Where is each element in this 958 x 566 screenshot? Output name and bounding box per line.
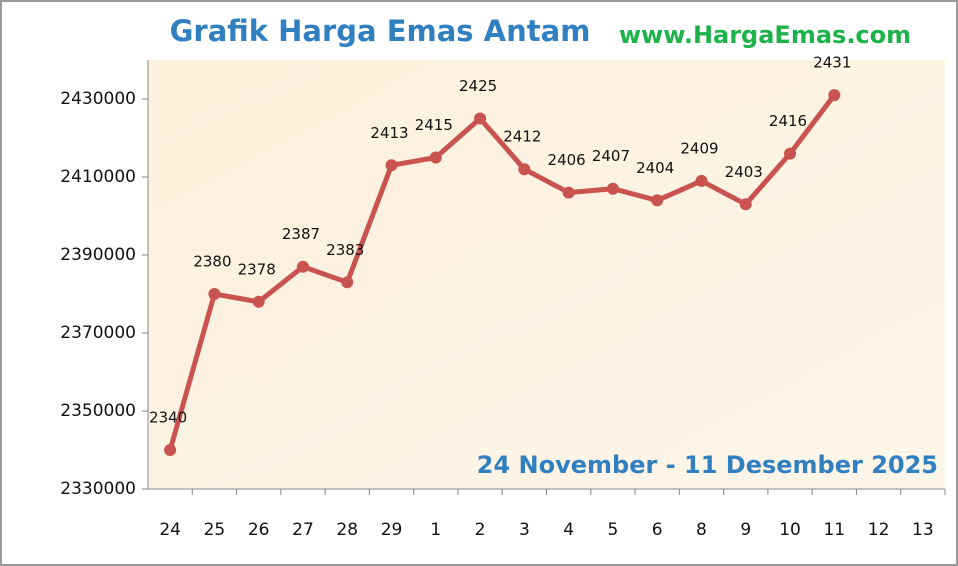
data-label: 2403: [725, 163, 763, 181]
data-label: 2407: [592, 147, 630, 165]
x-tick-label: 1: [430, 520, 441, 540]
data-label: 2409: [680, 139, 718, 157]
y-tick-label: 2350000: [60, 401, 136, 421]
x-tick-label: 27: [292, 520, 314, 540]
x-tick-label: 9: [740, 520, 751, 540]
data-point: [739, 198, 752, 211]
x-tick-label: 6: [652, 520, 663, 540]
x-tick-label: 3: [519, 520, 530, 540]
x-tick-label: 5: [608, 520, 619, 540]
chart-subtitle: 24 November - 11 Desember 2025: [477, 451, 938, 479]
data-label: 2387: [282, 225, 320, 243]
data-point: [296, 260, 309, 273]
data-point: [385, 159, 398, 172]
x-tick-label: 4: [563, 520, 574, 540]
data-point: [341, 276, 354, 289]
series-line: [167, 93, 837, 451]
data-label: 2416: [769, 112, 807, 130]
x-tick-label: 11: [823, 520, 845, 540]
data-point: [562, 186, 575, 199]
data-point: [606, 182, 619, 195]
data-point: [429, 151, 442, 164]
x-tick-label: 26: [248, 520, 270, 540]
x-tick-label: 25: [204, 520, 226, 540]
chart-title: Grafik Harga Emas Antam: [170, 14, 591, 48]
x-tick-label: 29: [381, 520, 403, 540]
data-label: 2383: [326, 241, 364, 259]
data-point: [518, 163, 531, 176]
source-label: www.HargaEmas.com: [619, 21, 911, 49]
data-label: 2415: [415, 116, 453, 134]
y-tick-label: 2410000: [60, 167, 136, 187]
data-point: [474, 112, 487, 125]
data-label: 2380: [193, 253, 231, 271]
data-point: [164, 444, 177, 456]
data-label: 2413: [370, 124, 408, 142]
data-point: [695, 174, 708, 187]
x-tick-label: 13: [912, 520, 934, 540]
data-point: [784, 147, 797, 160]
y-tick-label: 2370000: [60, 323, 136, 343]
x-tick-label: 12: [868, 520, 890, 540]
x-tick-label: 24: [159, 520, 181, 540]
data-point: [252, 295, 265, 308]
x-tick-label: 28: [336, 520, 358, 540]
data-point: [208, 288, 221, 300]
x-tick-label: 10: [779, 520, 801, 540]
y-tick-label: 2430000: [60, 89, 136, 109]
data-label: 2378: [238, 260, 276, 278]
plot-area: [148, 60, 945, 489]
data-label: 2406: [548, 151, 586, 169]
x-tick-label: 2: [475, 520, 486, 540]
x-tick-label: 8: [696, 520, 707, 540]
data-label: 2425: [459, 77, 497, 95]
data-label: 2431: [813, 54, 851, 72]
data-label: 2412: [503, 128, 541, 146]
data-label: 2340: [149, 409, 187, 427]
y-tick-label: 2390000: [60, 245, 136, 265]
data-label: 2404: [636, 159, 674, 177]
data-point: [828, 89, 841, 102]
data-point: [651, 194, 664, 207]
y-tick-label: 2330000: [60, 479, 136, 499]
